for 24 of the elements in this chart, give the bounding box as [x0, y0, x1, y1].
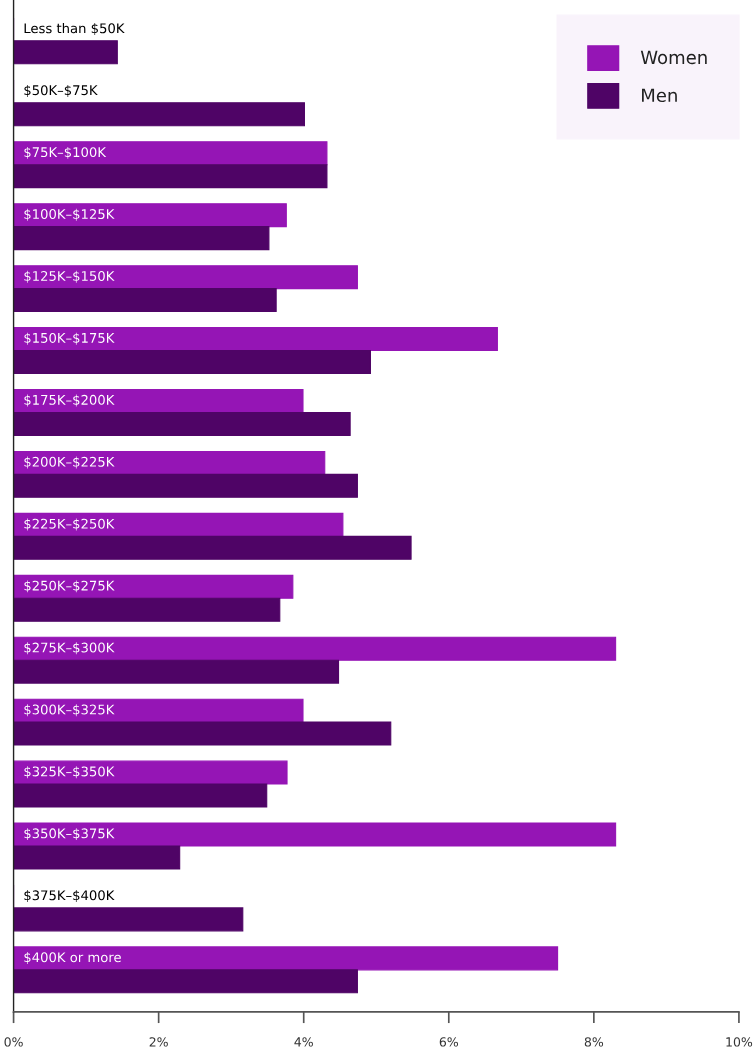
legend-label: Men: [642, 88, 677, 103]
y-tick-label: $175K–$200K: [24, 394, 115, 407]
y-tick-label: $150K–$175K: [24, 332, 115, 345]
y-tick-label: $350K–$375K: [24, 828, 115, 841]
x-tick-label: 0%: [4, 1037, 23, 1047]
x-tick-label: 4%: [294, 1037, 313, 1047]
y-tick-label: $125K–$150K: [24, 270, 115, 283]
y-tick-label: $200K–$225K: [24, 456, 115, 469]
y-tick-label: $325K–$350K: [24, 766, 115, 779]
y-tick-label: $300K–$325K: [24, 704, 115, 717]
y-tick-label: $100K–$125K: [24, 208, 115, 221]
x-tick-label: 2%: [149, 1037, 168, 1047]
y-tick-label: $375K–$400K: [24, 890, 115, 903]
y-tick-label: $250K–$275K: [24, 580, 115, 593]
y-tick-label: $50K–$75K: [24, 84, 98, 97]
x-tick-label: 8%: [584, 1037, 604, 1047]
y-tick-label: Less than $50K: [24, 23, 125, 35]
legend-label: Women: [640, 50, 707, 65]
y-tick-label: $75K–$100K: [24, 146, 107, 159]
y-tick-label: $225K–$250K: [24, 518, 115, 531]
y-tick-label: $275K–$300K: [24, 642, 115, 655]
x-tick-label: 10%: [726, 1037, 753, 1047]
x-tick-label: 6%: [439, 1037, 459, 1047]
y-tick-label: $400K or more: [24, 951, 121, 964]
